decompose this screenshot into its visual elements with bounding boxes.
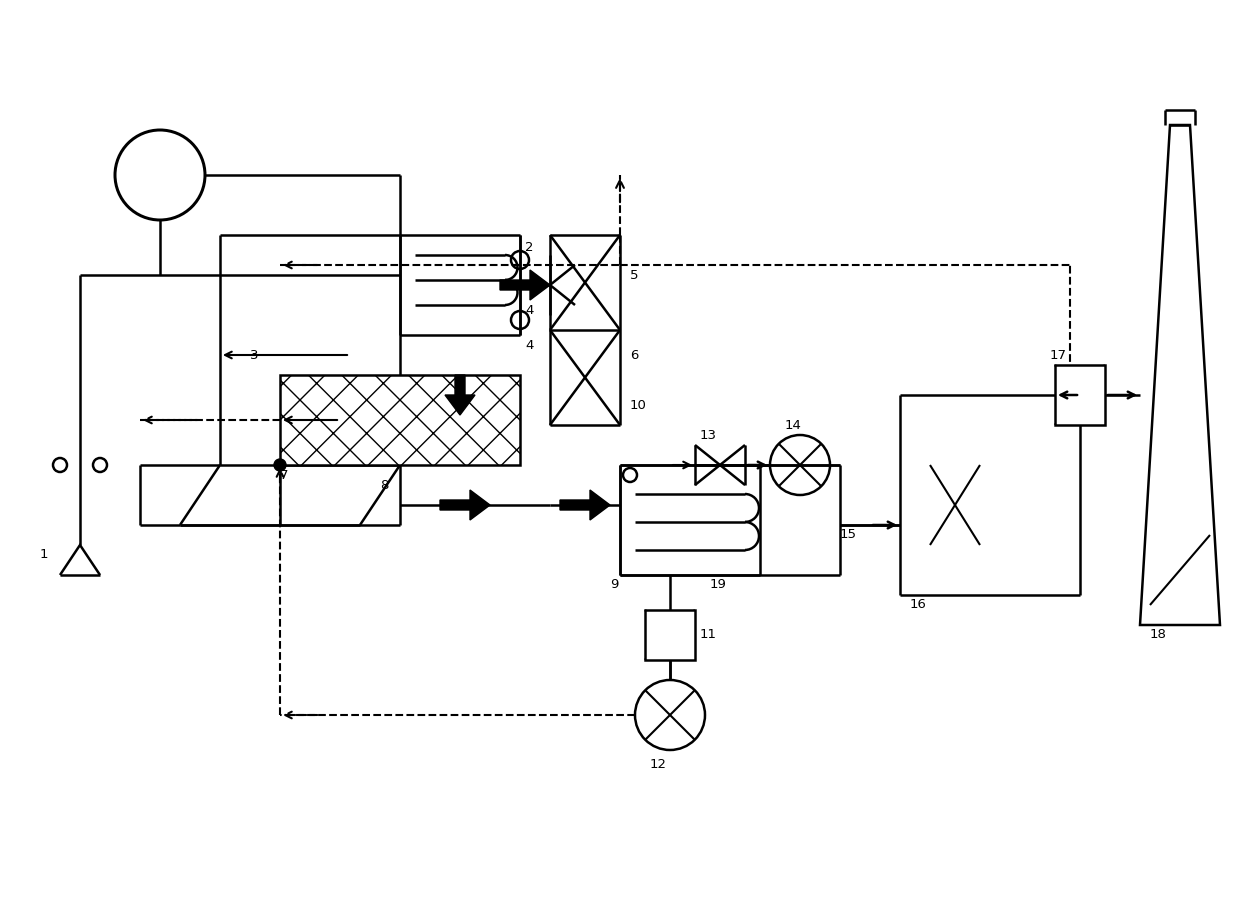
Circle shape bbox=[274, 459, 286, 471]
Text: 12: 12 bbox=[650, 758, 667, 771]
FancyArrow shape bbox=[500, 270, 551, 300]
FancyArrow shape bbox=[445, 375, 475, 415]
Text: 2: 2 bbox=[525, 241, 533, 253]
Text: 14: 14 bbox=[785, 418, 802, 432]
Text: 17: 17 bbox=[1050, 348, 1066, 361]
Text: 3: 3 bbox=[250, 348, 258, 361]
Text: 1: 1 bbox=[40, 548, 48, 561]
Bar bbox=[1055, 365, 1105, 425]
Text: 19: 19 bbox=[711, 578, 727, 592]
Bar bbox=[280, 375, 520, 465]
Bar bbox=[645, 610, 694, 660]
Text: 13: 13 bbox=[701, 428, 717, 442]
Text: 18: 18 bbox=[1149, 628, 1167, 642]
Text: 7: 7 bbox=[280, 469, 289, 481]
Text: 15: 15 bbox=[839, 529, 857, 541]
Text: 5: 5 bbox=[630, 269, 639, 281]
Text: 4: 4 bbox=[525, 303, 533, 317]
Text: 10: 10 bbox=[630, 398, 647, 412]
Text: 6: 6 bbox=[630, 348, 639, 361]
Text: 8: 8 bbox=[379, 479, 388, 491]
Text: 9: 9 bbox=[610, 578, 619, 592]
FancyArrow shape bbox=[440, 490, 490, 520]
FancyArrow shape bbox=[560, 490, 610, 520]
Text: 16: 16 bbox=[910, 598, 926, 612]
Text: 4: 4 bbox=[525, 338, 533, 351]
Bar bbox=[280, 375, 520, 465]
Text: 11: 11 bbox=[701, 628, 717, 642]
